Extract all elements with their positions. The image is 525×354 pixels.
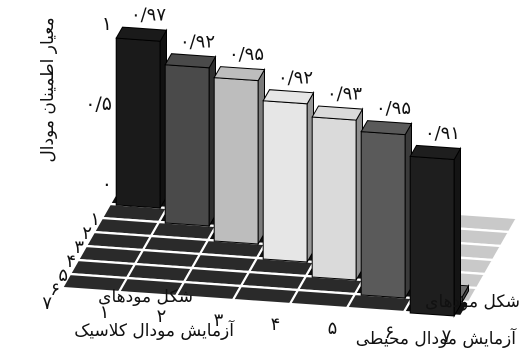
bar-mode-2	[164, 53, 217, 228]
y-axis-label: معیار اطمینان مودال	[38, 17, 58, 162]
axis-ticks: ۱ ۰/۵ ۰	[85, 13, 112, 195]
classic-mode-label-5: ۵	[58, 265, 68, 286]
x-axis-label-line1: شکل مودهای	[98, 287, 193, 307]
ambient-mode-label-7: ۷	[442, 326, 452, 347]
ambient-mode-label-4: ۴	[271, 314, 281, 335]
classic-mode-label-1: ۱	[90, 209, 100, 230]
bar-mode-3	[213, 66, 266, 246]
value-label-mode-1: ۰/۹۷	[131, 5, 166, 26]
value-label-mode-7: ۰/۹۱	[425, 123, 460, 144]
bar-value-labels: ۰/۹۷ ۰/۹۲ ۰/۹۵ ۰/۹۲ ۰/۹۳ ۰/۹۵ ۰/۹۱	[131, 5, 460, 144]
bar-mode-7	[409, 144, 462, 318]
floor-cell	[231, 284, 300, 306]
value-label-mode-2: ۰/۹۲	[180, 31, 215, 52]
chart-bars	[115, 26, 470, 318]
y-tick-label-05: ۰/۵	[85, 93, 112, 115]
value-label-mode-6: ۰/۹۵	[376, 98, 411, 119]
ambient-mode-label-5: ۵	[328, 318, 338, 339]
classic-mode-label-3: ۳	[74, 237, 84, 258]
classic-mode-label-4: ۴	[66, 251, 76, 272]
x-axis-label-line2: آزمایش مودال کلاسیک	[74, 319, 235, 341]
x-category-labels: ۱ ۲ ۳ ۴ ۵ ۶ ۷	[100, 302, 452, 347]
value-label-mode-5: ۰/۹۳	[327, 84, 362, 105]
y-tick-label-0: ۰	[102, 173, 112, 195]
floor-cell	[288, 288, 357, 310]
classic-mode-label-6: ۶	[50, 279, 60, 300]
z-axis-label-line2: آزمایش مودال محیطی	[356, 327, 518, 349]
bar-mode-1	[115, 26, 168, 210]
ambient-mode-label-6: ۶	[385, 322, 395, 343]
bar-mode-4	[262, 89, 315, 264]
ambient-mode-label-2: ۲	[157, 306, 167, 327]
ambient-mode-label-1: ۱	[100, 302, 110, 323]
bar-mode-6	[360, 120, 413, 300]
classic-mode-label-2: ۲	[82, 223, 92, 244]
bar-mode-5	[311, 105, 364, 282]
value-label-mode-4: ۰/۹۲	[278, 67, 313, 88]
z-axis-label-line1: شکل مودهای	[425, 292, 520, 312]
y-tick-label-1: ۱	[102, 13, 112, 35]
ambient-mode-label-3: ۳	[214, 310, 224, 331]
value-label-mode-3: ۰/۹۵	[229, 44, 264, 65]
classic-mode-label-7: ۷	[42, 293, 52, 314]
